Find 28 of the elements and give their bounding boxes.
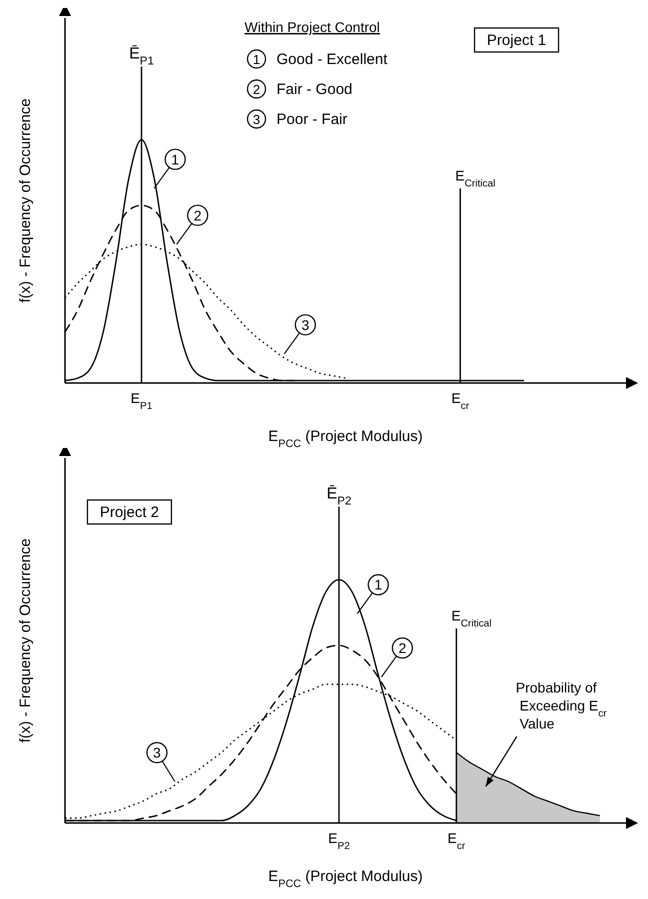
annotation: 2	[194, 207, 202, 224]
annotation: 1	[374, 576, 382, 593]
ref-line-label: Ē$_{P2}$	[326, 484, 352, 508]
chart-title: Project 2	[100, 504, 160, 521]
y-axis-title: f(x) - Frequency of Occurrence	[17, 538, 34, 743]
annotation: 3	[153, 744, 162, 761]
ref-line-label: E$_{Critical}$	[455, 167, 496, 189]
annotation: 2	[398, 640, 407, 656]
x-tick-label: E$_{P2}$	[328, 830, 350, 852]
x-tick-label: E$_{cr}$	[451, 390, 470, 412]
annotation: 3	[301, 316, 310, 333]
legend-label: Good - Excellent	[276, 51, 388, 68]
x-axis-title: E$_{PCC}$ (Project Modulus)	[268, 868, 423, 890]
numbered-circle: 2	[246, 79, 266, 99]
annotation: 1	[171, 151, 180, 168]
x-tick-label: E$_{cr}$	[448, 830, 466, 852]
x-axis-title: E$_{PCC}$ (Project Modulus)	[268, 428, 423, 450]
legend-label: Poor - Fair	[276, 111, 348, 128]
y-axis-title: f(x) - Frequency of Occurrence	[17, 98, 34, 303]
numbered-circle: 3	[246, 109, 266, 129]
ref-line-label: E$_{Critical}$	[451, 607, 492, 629]
chart-title: Project 1	[486, 32, 546, 49]
numbered-circle: 1	[246, 49, 266, 69]
legend-title: Within Project Control	[244, 19, 380, 35]
ref-line-label: Ē$_{P1}$	[129, 44, 154, 68]
text: Probability of Exceeding E$_{cr}$ Value	[516, 680, 607, 732]
x-tick-label: E$_{P1}$	[130, 390, 153, 412]
legend-label: Fair - Good	[276, 81, 352, 98]
